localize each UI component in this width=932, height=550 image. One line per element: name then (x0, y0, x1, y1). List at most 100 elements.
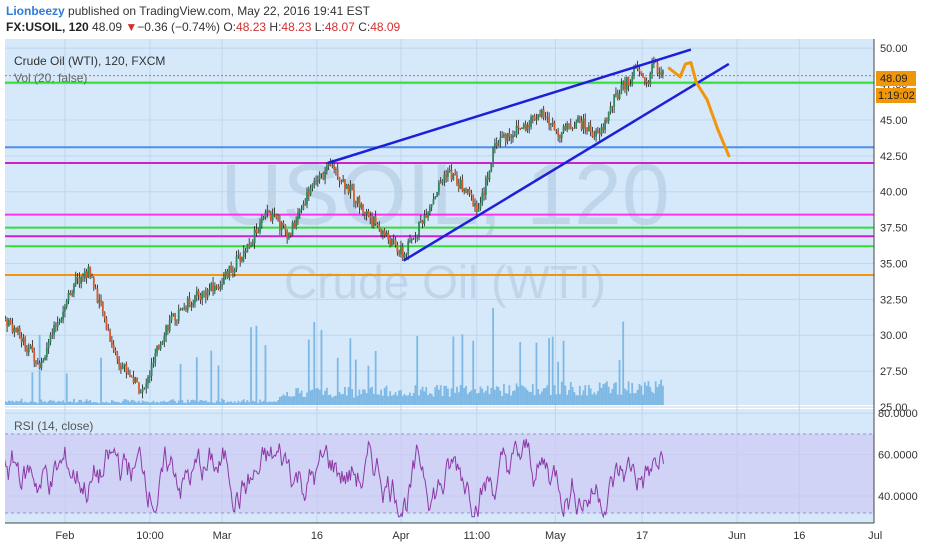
candle-body (645, 80, 648, 83)
candle-body (62, 311, 65, 320)
candle-body (253, 229, 256, 244)
projection-path[interactable] (667, 61, 731, 158)
candle-body (315, 180, 317, 182)
volume-bar (483, 392, 485, 405)
volume-bar (631, 383, 634, 405)
volume-bar (309, 390, 312, 405)
candle-body (344, 179, 346, 189)
candle-body (9, 319, 12, 324)
candle-body (275, 214, 278, 219)
candle-body (447, 170, 449, 177)
price-tick-label: 42.50 (880, 151, 908, 163)
candle-body (51, 334, 54, 336)
candle-body (600, 127, 603, 135)
candle-body (194, 295, 196, 303)
price-badge-text: 48.09 (880, 73, 908, 85)
candle-body (662, 70, 664, 75)
volume-bar (311, 389, 314, 405)
volume-bar (80, 399, 83, 405)
volume-bar (443, 385, 446, 405)
candle-body (627, 76, 630, 86)
time-axis-ticks: Feb 10:00 Mar 16 Apr 11:00 May 17 Jun 16 Jul (55, 530, 882, 542)
volume-bar (206, 401, 209, 405)
candle-body (427, 212, 429, 218)
candle-body (622, 81, 625, 85)
volume-bar (504, 393, 507, 405)
horizontal-levels (5, 75, 874, 276)
volume-bar (636, 389, 639, 405)
volume-bar (31, 372, 34, 405)
candle-body (206, 289, 209, 298)
candle-body (423, 215, 426, 224)
volume-bar (56, 401, 59, 405)
candle-body (89, 266, 92, 277)
watermark-symbol: USOIL, 120 (220, 147, 669, 243)
candle-body (571, 128, 574, 130)
candle-body (526, 124, 529, 131)
candle-body (266, 210, 269, 213)
candle-body (318, 173, 321, 180)
candle-body (232, 269, 234, 273)
volume-bar (24, 401, 27, 405)
candle-body (353, 189, 355, 202)
candle-body (322, 173, 325, 180)
candle-body (179, 308, 182, 310)
candle-body (437, 182, 440, 193)
time-tick-label: May (545, 530, 566, 542)
volume-bar (662, 385, 664, 405)
candle-body (33, 351, 36, 362)
candle-body (6, 320, 8, 326)
candle-body (306, 191, 308, 205)
volume-bar (396, 395, 399, 405)
volume-bar (132, 400, 135, 405)
candle-body (136, 377, 139, 383)
candle-body (65, 300, 68, 307)
candle-body (546, 116, 549, 118)
author-link[interactable]: Lionbeezy (6, 4, 65, 18)
price-axis[interactable] (874, 39, 932, 523)
volume-bar (412, 393, 415, 405)
volume-bar (517, 386, 520, 405)
candle-body (17, 328, 19, 333)
candle-body (414, 237, 417, 239)
volume-bar (20, 398, 23, 405)
volume-bar (183, 402, 186, 405)
candle-body (286, 230, 289, 239)
trendline[interactable] (327, 48, 692, 165)
volume-bar (215, 400, 218, 405)
volume-bar (152, 400, 155, 405)
volume-bar (640, 385, 643, 405)
symbol-label[interactable]: FX:USOIL, 120 (6, 20, 89, 34)
close-label: C: (358, 20, 371, 34)
candle-body (624, 81, 626, 90)
candle-body (486, 177, 489, 180)
candle-body (271, 213, 274, 221)
trendline[interactable] (403, 62, 730, 262)
candle-body (15, 327, 18, 333)
volume-bar (120, 402, 122, 405)
volume-bar (419, 389, 422, 405)
candle-body (521, 127, 523, 130)
volume-bar (602, 384, 605, 405)
volume-bar (188, 402, 191, 405)
candle-body (298, 209, 301, 213)
volume-bar (403, 393, 406, 405)
time-tick-label: 10:00 (136, 530, 164, 542)
volume-bar (550, 394, 552, 405)
volume-bar (277, 400, 279, 405)
candle-body (522, 124, 525, 128)
candle-body (465, 188, 467, 193)
candle-body (544, 117, 547, 119)
candle-body (535, 119, 538, 121)
candle-body (244, 251, 247, 253)
volume-bar (479, 386, 482, 405)
low-value: 48.07 (324, 20, 355, 34)
candle-body (557, 131, 560, 136)
volume-bar (163, 400, 166, 405)
volume-bar (156, 401, 158, 405)
volume-bar (316, 388, 319, 405)
candle-body (114, 349, 117, 353)
volume-bar (385, 385, 388, 405)
volume-bar (118, 402, 121, 405)
